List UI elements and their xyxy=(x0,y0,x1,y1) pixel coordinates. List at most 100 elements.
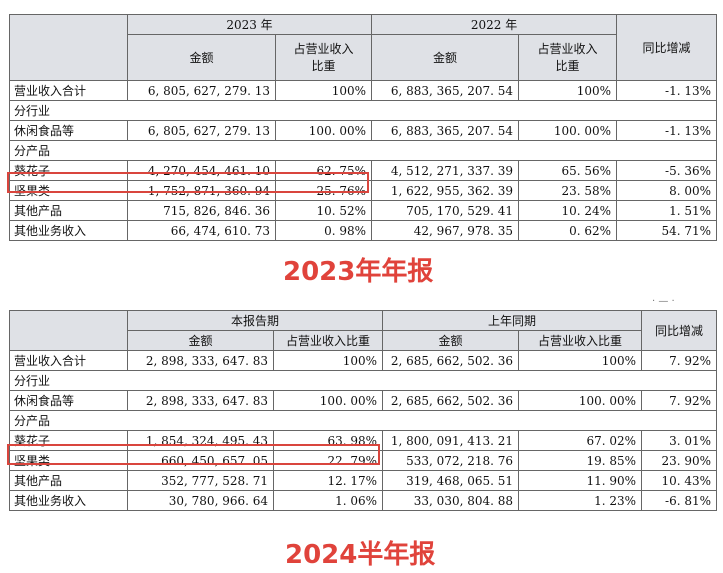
cell-prior-amount: 6, 883, 365, 207. 54 xyxy=(371,80,520,101)
header-share-prior: 占营业收入比重 xyxy=(518,330,643,351)
cell-current-amount: 6, 805, 627, 279. 13 xyxy=(127,80,276,101)
section-label: 分行业 xyxy=(8,370,718,391)
cell-current-amount: 6, 805, 627, 279. 13 xyxy=(127,120,276,141)
table-row: 葵花子 1, 854, 324, 495. 43 63. 98% 1, 800,… xyxy=(9,430,718,451)
cell-current-amount: 2, 898, 333, 647. 83 xyxy=(127,350,274,371)
caption-2023-annual-report: 2023年年报 xyxy=(283,257,434,287)
header-amount-current: 金额 xyxy=(127,330,274,351)
cell-prior-share: 19. 85% xyxy=(518,450,643,471)
cell-prior-amount: 1, 800, 091, 413. 21 xyxy=(382,430,520,451)
cell-current-share: 62. 75% xyxy=(274,160,373,181)
cell-prior-share: 67. 02% xyxy=(518,430,643,451)
table-row: 其他产品 352, 777, 528. 71 12. 17% 319, 468,… xyxy=(9,470,718,491)
cell-yoy: 54. 71% xyxy=(616,220,718,241)
header-share-current: 占营业收入比重 xyxy=(272,330,384,351)
header-blank xyxy=(9,310,128,351)
cell-yoy: -6. 81% xyxy=(641,490,718,511)
table-row-industry: 休闲食品等 6, 805, 627, 279. 13 100. 00% 6, 8… xyxy=(9,120,718,141)
cell-current-share: 22. 79% xyxy=(272,450,384,471)
cell-prior-amount: 533, 072, 218. 76 xyxy=(382,450,520,471)
scan-mark: · — · xyxy=(652,296,675,307)
header-period-current: 本报告期 xyxy=(126,310,384,331)
header-period-prior: 上年同期 xyxy=(382,310,643,331)
row-label: 其他产品 xyxy=(9,470,128,491)
cell-prior-amount: 6, 883, 365, 207. 54 xyxy=(371,120,520,141)
cell-current-amount: 1, 854, 324, 495. 43 xyxy=(127,430,274,451)
section-row-industry: 分行业 xyxy=(8,100,718,121)
row-label: 其他产品 xyxy=(9,200,128,221)
header-share-prior: 占营业收入 比重 xyxy=(518,34,618,81)
cell-yoy: -1. 13% xyxy=(616,80,718,101)
section-label: 分产品 xyxy=(8,140,718,161)
cell-prior-amount: 4, 512, 271, 337. 39 xyxy=(371,160,520,181)
cell-prior-amount: 319, 468, 065. 51 xyxy=(382,470,520,491)
cell-prior-amount: 1, 622, 955, 362. 39 xyxy=(371,180,520,201)
row-label: 休闲食品等 xyxy=(9,120,128,141)
row-label: 其他业务收入 xyxy=(9,220,128,241)
cell-current-share: 10. 52% xyxy=(274,200,373,221)
header-share-current: 占营业收入 比重 xyxy=(274,34,373,81)
cell-prior-share: 10. 24% xyxy=(518,200,618,221)
cell-yoy: 10. 43% xyxy=(641,470,718,491)
row-label: 营业收入合计 xyxy=(9,80,128,101)
row-label: 坚果类 xyxy=(9,450,128,471)
header-amount-prior: 金额 xyxy=(371,34,520,81)
cell-prior-amount: 2, 685, 662, 502. 36 xyxy=(382,350,520,371)
row-label: 葵花子 xyxy=(9,160,128,181)
cell-prior-share: 1. 23% xyxy=(518,490,643,511)
cell-prior-share: 11. 90% xyxy=(518,470,643,491)
cell-prior-amount: 42, 967, 978. 35 xyxy=(371,220,520,241)
row-label: 其他业务收入 xyxy=(9,490,128,511)
caption-2024-half-year-report: 2024半年报 xyxy=(285,540,436,570)
cell-current-share: 12. 17% xyxy=(272,470,384,491)
half-year-report-2024-table: 本报告期 上年同期 同比增减 金额 占营业收入比重 金额 占营业收入比重 营业收… xyxy=(8,310,718,511)
cell-prior-share: 100% xyxy=(518,350,643,371)
cell-prior-share: 100% xyxy=(518,80,618,101)
cell-current-share: 100. 00% xyxy=(274,120,373,141)
section-row-product: 分产品 xyxy=(8,140,718,161)
row-label: 营业收入合计 xyxy=(9,350,128,371)
annual-report-2023-table: 2023 年 2022 年 同比增减 金额 占营业收入 比重 金额 占营业收入 … xyxy=(8,14,718,241)
cell-prior-share: 100. 00% xyxy=(518,120,618,141)
cell-prior-share: 0. 62% xyxy=(518,220,618,241)
table-row: 坚果类 1, 752, 871, 360. 94 25. 76% 1, 622,… xyxy=(9,180,718,201)
cell-current-share: 0. 98% xyxy=(274,220,373,241)
header-amount-current: 金额 xyxy=(127,34,276,81)
header-year-current: 2023 年 xyxy=(126,14,373,35)
cell-yoy: 1. 51% xyxy=(616,200,718,221)
cell-yoy: -1. 13% xyxy=(616,120,718,141)
cell-current-share: 1. 06% xyxy=(272,490,384,511)
cell-yoy: 23. 90% xyxy=(641,450,718,471)
cell-prior-amount: 705, 170, 529. 41 xyxy=(371,200,520,221)
cell-current-amount: 66, 474, 610. 73 xyxy=(127,220,276,241)
header-yoy: 同比增减 xyxy=(641,310,718,351)
cell-current-amount: 30, 780, 966. 64 xyxy=(127,490,274,511)
cell-yoy: -5. 36% xyxy=(616,160,718,181)
cell-prior-share: 65. 56% xyxy=(518,160,618,181)
table-row: 其他业务收入 30, 780, 966. 64 1. 06% 33, 030, … xyxy=(9,490,718,511)
cell-yoy: 3. 01% xyxy=(641,430,718,451)
cell-prior-share: 100. 00% xyxy=(518,390,643,411)
cell-prior-share: 23. 58% xyxy=(518,180,618,201)
header-year-prior: 2022 年 xyxy=(371,14,618,35)
table-row-industry: 休闲食品等 2, 898, 333, 647. 83 100. 00% 2, 6… xyxy=(9,390,718,411)
cell-current-amount: 1, 752, 871, 360. 94 xyxy=(127,180,276,201)
header-blank xyxy=(9,14,128,81)
section-row-product: 分产品 xyxy=(8,410,718,431)
row-label: 坚果类 xyxy=(9,180,128,201)
cell-current-share: 100% xyxy=(274,80,373,101)
table-row-total: 营业收入合计 6, 805, 627, 279. 13 100% 6, 883,… xyxy=(9,80,718,101)
header-amount-prior: 金额 xyxy=(382,330,520,351)
table-row: 其他产品 715, 826, 846. 36 10. 52% 705, 170,… xyxy=(9,200,718,221)
cell-current-amount: 352, 777, 528. 71 xyxy=(127,470,274,491)
cell-current-amount: 715, 826, 846. 36 xyxy=(127,200,276,221)
cell-current-share: 100% xyxy=(272,350,384,371)
cell-current-share: 25. 76% xyxy=(274,180,373,201)
header-yoy: 同比增减 xyxy=(616,14,718,81)
cell-current-amount: 4, 270, 454, 461. 10 xyxy=(127,160,276,181)
table-row: 坚果类 660, 450, 657. 05 22. 79% 533, 072, … xyxy=(9,450,718,471)
section-row-industry: 分行业 xyxy=(8,370,718,391)
cell-current-share: 63. 98% xyxy=(272,430,384,451)
section-label: 分产品 xyxy=(8,410,718,431)
cell-current-share: 100. 00% xyxy=(272,390,384,411)
